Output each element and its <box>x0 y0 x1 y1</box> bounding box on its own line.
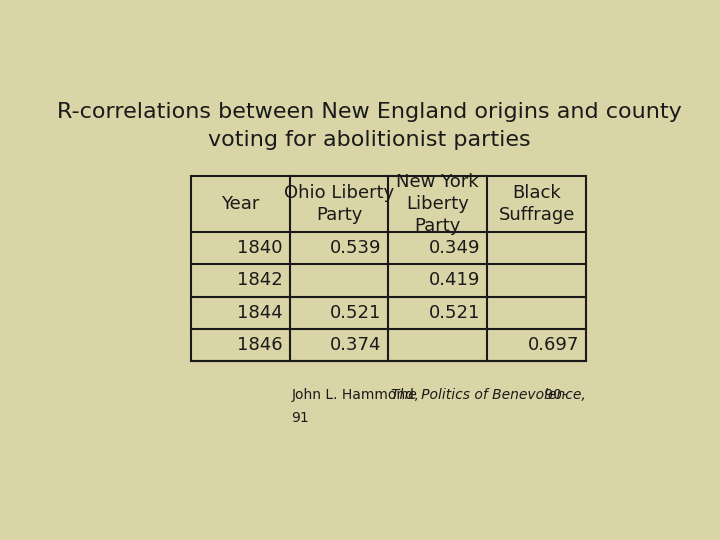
Text: New York
Liberty
Party: New York Liberty Party <box>397 173 479 235</box>
Text: R-correlations between New England origins and county
voting for abolitionist pa: R-correlations between New England origi… <box>57 103 681 151</box>
Text: Ohio Liberty
Party: Ohio Liberty Party <box>284 184 394 224</box>
Text: 0.374: 0.374 <box>330 336 382 354</box>
Text: 1842: 1842 <box>237 272 283 289</box>
Text: 0.697: 0.697 <box>528 336 580 354</box>
Text: 1846: 1846 <box>238 336 283 354</box>
Text: Year: Year <box>221 195 259 213</box>
Text: The Politics of Benevolence,: The Politics of Benevolence, <box>391 388 585 402</box>
Text: 0.521: 0.521 <box>330 303 382 322</box>
Text: 0.349: 0.349 <box>429 239 480 257</box>
Text: 91: 91 <box>292 411 310 426</box>
Text: 0.521: 0.521 <box>429 303 480 322</box>
Text: 90-: 90- <box>541 388 567 402</box>
Text: 0.539: 0.539 <box>330 239 382 257</box>
Text: 0.419: 0.419 <box>429 272 480 289</box>
Text: Black
Suffrage: Black Suffrage <box>498 184 575 224</box>
Text: 1840: 1840 <box>238 239 283 257</box>
Text: 1844: 1844 <box>237 303 283 322</box>
Text: John L. Hammond,: John L. Hammond, <box>292 388 422 402</box>
